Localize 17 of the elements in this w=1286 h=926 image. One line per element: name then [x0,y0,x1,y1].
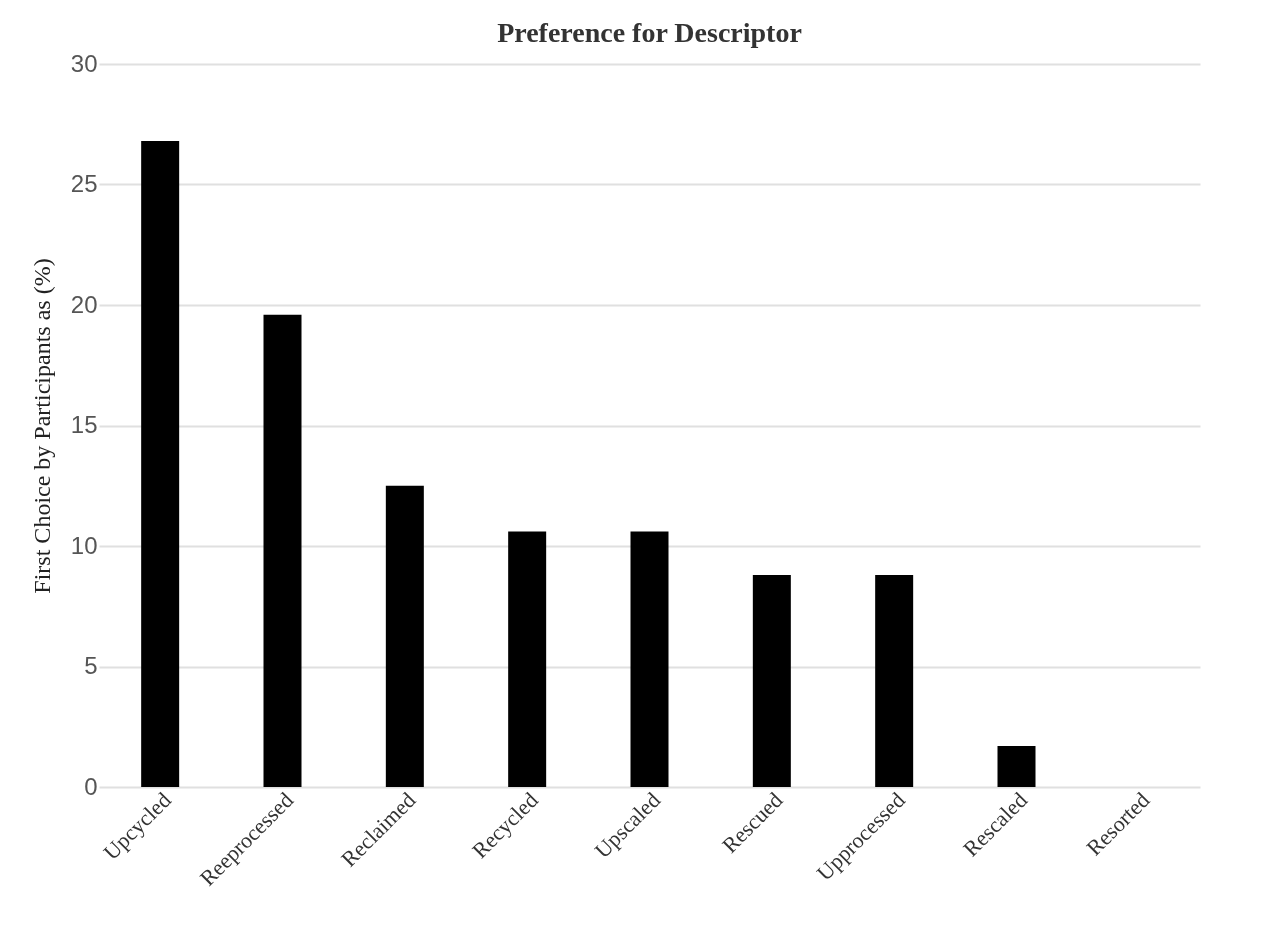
y-tick-label: 15 [70,411,98,438]
y-tick-label: 5 [84,652,98,679]
bar [752,574,791,787]
y-tick-label: 30 [70,49,98,77]
bar [141,141,180,787]
bar [875,574,914,787]
bar [263,314,302,787]
y-tick-label: 10 [70,531,98,559]
y-tick-label: 0 [84,772,98,800]
y-axis-title: First Choice by Participants as (%) [28,258,55,594]
y-tick-label: 25 [70,170,98,197]
y-tick-label: 20 [70,290,98,318]
bar [997,746,1036,787]
chart-title: Preference for Descriptor [497,17,802,48]
bar [508,531,547,787]
bar [630,531,669,787]
bar [385,485,424,787]
